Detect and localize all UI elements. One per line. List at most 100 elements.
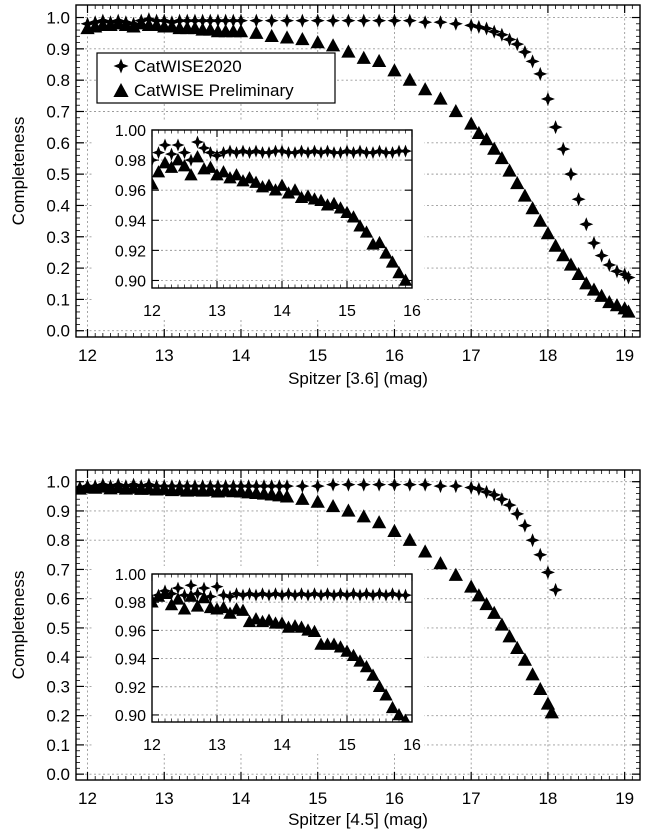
star-point	[433, 15, 448, 30]
inset-star-point	[256, 587, 269, 601]
inset-triangle-point	[152, 165, 166, 178]
inset-triangle-point	[353, 654, 367, 667]
triangle-point	[533, 213, 548, 227]
inset-star-point	[373, 587, 386, 601]
triangle-point	[510, 640, 525, 655]
triangle-point	[487, 605, 502, 619]
x-tick-label: 19	[615, 346, 634, 365]
inset-triangle-point	[229, 168, 244, 181]
inset-triangle-point	[275, 178, 289, 191]
inset-star-point	[340, 144, 354, 158]
star-point	[203, 13, 218, 28]
inset-triangle-point	[392, 707, 406, 721]
y-tick-label: 0.0	[46, 765, 70, 784]
inset-star-point	[386, 587, 399, 601]
triangle-point	[563, 257, 579, 271]
inset-triangle-point	[184, 589, 198, 602]
triangle-point	[544, 705, 559, 719]
y-tick-label: 0.7	[46, 102, 70, 121]
y-tick-label: 1.0	[46, 473, 70, 492]
inset-star-point	[197, 141, 211, 155]
inset-triangle-point	[216, 165, 231, 178]
star-point	[517, 518, 532, 533]
star-point	[372, 477, 387, 492]
triangle-point	[464, 116, 479, 130]
y-tick-label: 0.5	[46, 619, 70, 638]
triangle-point	[621, 304, 636, 318]
triangle-point	[387, 63, 402, 77]
inset-star-point	[347, 146, 360, 160]
y-tick-label: 0.2	[46, 259, 70, 278]
inset-y-tick-label: 1.00	[115, 567, 146, 584]
star-point	[494, 27, 509, 42]
legend-label: CatWISE2020	[134, 57, 242, 76]
inset-x-tick-label: 14	[273, 737, 291, 754]
inset-star-point	[171, 581, 185, 595]
triangle-point	[295, 491, 310, 505]
x-tick-label: 17	[462, 789, 481, 808]
inset-star-point	[282, 587, 295, 601]
y-tick-label: 0.3	[46, 228, 70, 247]
inset-panel: 12 13 14 15 16 1.00 0.98 0.96 0.94 0.92 0.90	[94, 122, 424, 320]
inset-star-point	[204, 146, 217, 160]
inset-star-point	[275, 144, 289, 158]
star-point	[295, 13, 310, 28]
triangle-point	[479, 132, 494, 146]
inset-star-point	[386, 146, 399, 160]
star-point	[479, 21, 494, 36]
inset-star-point	[217, 146, 230, 160]
star-point	[517, 44, 532, 59]
inset-x-tick-label: 16	[403, 737, 421, 754]
inset-series-group	[152, 578, 412, 722]
triangle-point	[402, 532, 417, 546]
y-tick-label: 0.4	[46, 648, 70, 667]
star-point	[249, 13, 264, 28]
inset-triangle-point	[190, 599, 205, 612]
inset-triangle-point	[203, 160, 218, 173]
inset-y-tick-label: 0.92	[115, 243, 146, 260]
inset-triangle-point	[379, 246, 393, 259]
inset-triangle-point	[249, 175, 263, 188]
inset-star-point	[379, 588, 393, 602]
star-point	[571, 192, 586, 207]
triangle-point	[418, 82, 433, 96]
star-point	[387, 477, 402, 492]
inset-triangle-point	[385, 700, 400, 714]
inset-triangle-point	[379, 688, 393, 701]
star-point	[180, 13, 195, 28]
triangle-point	[494, 617, 510, 631]
triangle-point	[295, 31, 310, 46]
x-tick-label: 16	[385, 346, 404, 365]
inset-x-tick-label: 12	[143, 737, 161, 754]
star-point	[533, 66, 548, 81]
triangle-point	[325, 38, 341, 52]
inset-triangle-point	[177, 159, 192, 172]
triangle-point	[594, 288, 609, 302]
inset-star-point	[288, 588, 302, 602]
inset-star-point	[288, 146, 302, 160]
triangle-point	[556, 248, 571, 262]
star-point	[579, 217, 594, 232]
x-tick-label: 18	[538, 346, 557, 365]
star-point	[218, 13, 233, 28]
y-tick-label: 0.6	[46, 590, 70, 609]
triangle-point	[387, 523, 402, 538]
inset-star-point	[236, 588, 250, 602]
inset-y-tick-label: 0.92	[115, 680, 146, 697]
star-point	[479, 484, 494, 499]
star-point	[341, 13, 356, 28]
star-point	[464, 18, 479, 33]
plot-frame	[75, 4, 641, 338]
y-tick-label: 0.3	[46, 677, 70, 696]
star-point	[487, 487, 502, 502]
y-tick-label: 0.6	[46, 134, 70, 153]
star-point	[594, 248, 609, 263]
triangle-point	[579, 276, 594, 290]
triangle-point	[371, 53, 387, 68]
inset-x-tick-label: 15	[338, 737, 356, 754]
y-tick-label: 0.2	[46, 707, 70, 726]
inset-triangle-point	[152, 177, 159, 190]
inset-triangle-point	[372, 235, 387, 249]
star-point	[525, 54, 540, 69]
inset-star-point	[249, 144, 263, 158]
